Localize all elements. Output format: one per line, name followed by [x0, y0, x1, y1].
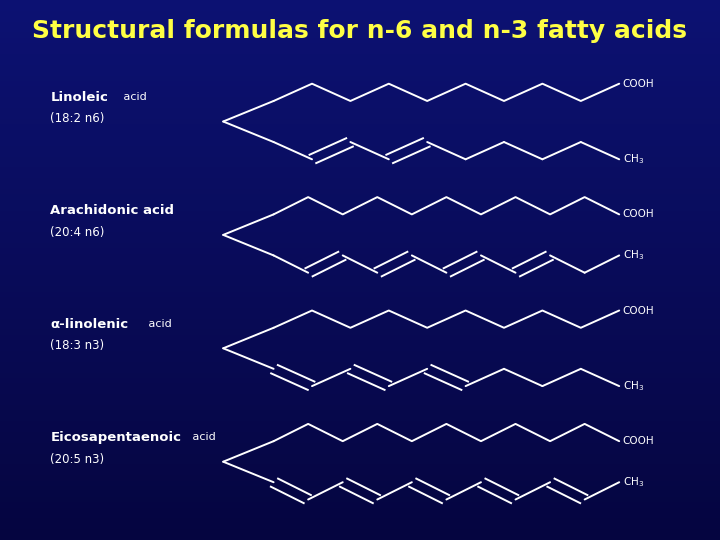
- Text: CH$_3$: CH$_3$: [623, 248, 644, 262]
- Text: COOH: COOH: [623, 436, 654, 446]
- Text: COOH: COOH: [623, 79, 654, 89]
- Text: COOH: COOH: [623, 306, 654, 315]
- Text: (20:5 n3): (20:5 n3): [50, 453, 104, 465]
- Text: COOH: COOH: [623, 210, 654, 219]
- Text: (20:4 n6): (20:4 n6): [50, 226, 105, 239]
- Text: acid: acid: [145, 319, 172, 329]
- Text: α-linolenic: α-linolenic: [50, 318, 129, 330]
- Text: (18:3 n3): (18:3 n3): [50, 339, 104, 352]
- Text: acid: acid: [189, 433, 215, 442]
- Text: CH$_3$: CH$_3$: [623, 152, 644, 166]
- Text: Linoleic: Linoleic: [50, 91, 108, 104]
- Text: CH$_3$: CH$_3$: [623, 475, 644, 489]
- Text: CH$_3$: CH$_3$: [623, 379, 644, 393]
- Text: acid: acid: [120, 92, 146, 102]
- Text: Structural formulas for n-6 and n-3 fatty acids: Structural formulas for n-6 and n-3 fatt…: [32, 19, 688, 43]
- Text: Arachidonic acid: Arachidonic acid: [50, 204, 174, 217]
- Text: (18:2 n6): (18:2 n6): [50, 112, 105, 125]
- Text: Eicosapentaenoic: Eicosapentaenoic: [50, 431, 181, 444]
